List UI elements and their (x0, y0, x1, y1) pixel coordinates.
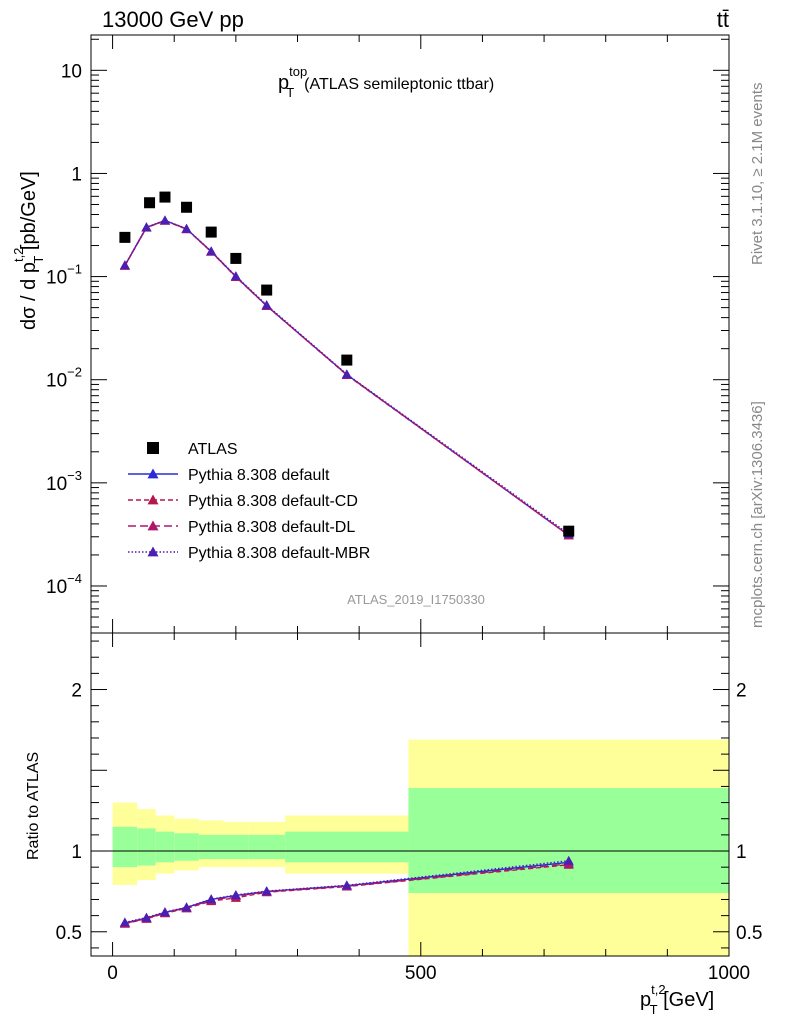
y-tick-label-main: 10−4 (46, 571, 82, 598)
ratio-line-pythia-8-308-default-mbr (124, 860, 569, 924)
y-tick-label-ratio-right: 2 (736, 681, 747, 702)
rivet-label: Rivet 3.1.10, ≥ 2.1M events (749, 83, 766, 266)
legend: ATLAS Pythia 8.308 default Pythia 8.308 de… (128, 441, 370, 562)
ratio-frame (90, 632, 730, 957)
ratio-band-inner (198, 834, 224, 860)
atlas-data-point (159, 191, 171, 203)
main-point-pythia-8-308-default-mbr (230, 271, 241, 281)
legend-label: Pythia 8.308 default (188, 467, 330, 484)
main-point-pythia-8-308-default-mbr (341, 369, 352, 379)
ratio-point-pythia-8-308-default-mbr (261, 886, 272, 896)
legend-entry-atlas: ATLAS (147, 441, 238, 458)
energy-label: 13000 GeV pp (102, 7, 244, 32)
x-tick-label: 500 (405, 963, 437, 984)
main-title: ptop T (ATLAS semileptonic ttbar) (278, 64, 494, 100)
y-tick-label-main: 1 (71, 164, 82, 185)
x-tick-label: 0 (107, 963, 118, 984)
y-axis-label-ratio: Ratio to ATLAS (25, 752, 42, 860)
y-tick-label-ratio-right: 0.5 (736, 923, 762, 944)
legend-marker (147, 442, 159, 454)
atlas-data-point (181, 201, 193, 213)
main-point-pythia-8-308-default-mbr (159, 215, 170, 225)
ratio-panel: 2 2 1 1 0.5 0.5 0 500 1000 Ratio to ATLAS pt,2 T … (25, 632, 762, 1017)
y-tick-label-ratio-left: 2 (71, 681, 82, 702)
ratio-band-inner (285, 831, 409, 863)
legend-label: Pythia 8.308 default-DL (188, 519, 355, 536)
atlas-data-point (119, 231, 131, 243)
ratio-point-pythia-8-308-default-mbr (141, 912, 152, 922)
ratio-band-inner (248, 834, 286, 860)
atlas-data-point (261, 284, 273, 296)
legend-entry-pythia-8-308-default-dl: Pythia 8.308 default-DL (128, 519, 355, 536)
mcplots-label: mcplots.cern.ch [arXiv:1306.3436] (749, 401, 766, 628)
legend-label: Pythia 8.308 default-MBR (188, 545, 370, 562)
legend-marker (147, 520, 159, 531)
ratio-point-pythia-8-308-default-mbr (563, 855, 574, 865)
ratio-point-pythia-8-308-default-mbr (230, 889, 241, 899)
ratio-band-inner (155, 831, 175, 863)
y-tick-label-main: 10−1 (46, 262, 82, 289)
legend-label: ATLAS (188, 441, 238, 458)
ratio-band-inner (223, 834, 249, 860)
ratio-band-inner (174, 833, 199, 861)
atlas-data-point (341, 354, 353, 366)
main-point-pythia-8-308-default-mbr (141, 222, 152, 232)
ratio-point-pythia-8-308-default-mbr (341, 880, 352, 890)
legend-label: Pythia 8.308 default-CD (188, 493, 358, 510)
x-tick-label: 1000 (708, 963, 750, 984)
y-tick-label-ratio-right: 1 (736, 842, 747, 863)
main-point-pythia-8-308-default-mbr (261, 300, 272, 310)
main-point-pythia-8-308-default-mbr (119, 260, 130, 270)
ratio-band-inner (408, 788, 729, 894)
legend-marker (147, 546, 159, 557)
main-point-pythia-8-308-default-mbr (206, 246, 217, 256)
y-tick-label-main: 10−2 (46, 365, 82, 392)
ratio-band-inner (112, 826, 138, 868)
legend-marker (147, 468, 159, 479)
ratio-point-pythia-8-308-default-mbr (206, 894, 217, 904)
atlas-data-point (144, 197, 156, 209)
main-point-pythia-8-308-default-mbr (181, 223, 192, 233)
y-tick-label-ratio-left: 1 (71, 842, 82, 863)
atlas-data-point (205, 226, 217, 238)
x-axis-label: pt,2 T [GeV] (640, 982, 714, 1017)
atlas-data-point (563, 525, 575, 537)
atlas-data-point (230, 252, 242, 264)
main-frame (90, 34, 730, 634)
legend-marker (147, 494, 159, 505)
ratio-point-pythia-8-308-default-mbr (119, 917, 130, 927)
y-tick-label-ratio-left: 0.5 (56, 923, 82, 944)
ratio-point-pythia-8-308-default-mbr (181, 902, 192, 912)
legend-entry-pythia-8-308-default: Pythia 8.308 default (128, 467, 330, 484)
y-axis-label-main: dσ / d pt,2 T [pb/GeV] (11, 171, 46, 330)
process-label: tt̄ (717, 7, 729, 32)
y-tick-label-main: 10 (61, 61, 82, 82)
ratio-point-pythia-8-308-default-mbr (159, 907, 170, 917)
y-tick-label-main: 10−3 (46, 468, 82, 495)
analysis-id: ATLAS_2019_I1750330 (347, 592, 485, 607)
ratio-band-inner (137, 828, 156, 866)
legend-entry-pythia-8-308-default-mbr: Pythia 8.308 default-MBR (128, 545, 370, 562)
legend-entry-pythia-8-308-default-cd: Pythia 8.308 default-CD (128, 493, 358, 510)
